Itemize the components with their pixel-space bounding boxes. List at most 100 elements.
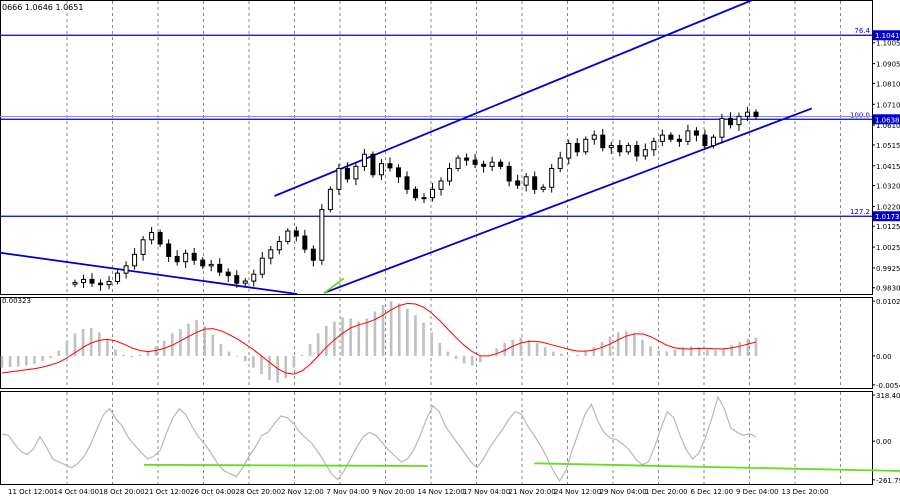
- macd-bar: [0, 355, 4, 368]
- candle-body: [302, 235, 308, 250]
- candle-body: [744, 111, 750, 117]
- macd-bar: [333, 321, 336, 356]
- candle-body: [183, 252, 189, 263]
- macd-bar: [203, 325, 206, 356]
- candle-body: [710, 136, 716, 147]
- x-tick-label: 18 Oct 20:00: [99, 488, 145, 496]
- macd-bar: [754, 337, 758, 356]
- macd-bar: [714, 350, 717, 356]
- price-tick-label: 1.0220: [876, 203, 900, 211]
- macd-bar: [697, 347, 701, 356]
- macd-bar: [97, 332, 101, 356]
- price-tag-label: 1.1041: [875, 32, 900, 40]
- candle-body: [344, 167, 350, 180]
- price-tick-label: 0.9925: [876, 265, 900, 273]
- price-tag: [873, 30, 900, 41]
- candle-body: [753, 111, 759, 118]
- candle-body: [515, 180, 521, 186]
- candle-body: [319, 209, 325, 261]
- price-tick-label: 1.0125: [876, 223, 900, 231]
- macd-bar: [357, 321, 361, 356]
- macd-bar: [568, 355, 571, 357]
- price-pane[interactable]: 1.1005 1.0905 1.0810 1.0710 1.0610 1.0515 1.04…: [0, 0, 900, 295]
- macd-bar: [154, 346, 158, 356]
- candle-body: [498, 161, 504, 167]
- candle-body: [387, 163, 393, 169]
- macd-bar: [179, 329, 182, 356]
- macd-bar: [495, 348, 498, 356]
- macd-bar: [535, 343, 539, 356]
- candle-body: [98, 282, 104, 286]
- macd-bar: [122, 354, 125, 356]
- macd-bar: [681, 347, 685, 356]
- candle-body: [140, 239, 146, 255]
- candle-body: [395, 167, 401, 178]
- candle-body: [455, 157, 461, 169]
- trend-channel-upper[interactable]: [274, 0, 753, 197]
- x-tick-label: 14 Oct 04:00: [54, 488, 100, 496]
- candle-body: [608, 145, 614, 149]
- candle-body: [166, 243, 172, 257]
- macd-bar: [438, 343, 442, 356]
- candle-body: [191, 252, 197, 261]
- candle-body: [685, 130, 691, 142]
- candle-body: [149, 231, 155, 241]
- macd-bar: [235, 355, 239, 357]
- macd-bar: [252, 355, 255, 368]
- price-tick-label: 1.0320: [876, 183, 900, 191]
- x-tick-label: 14 Nov 12:00: [418, 488, 465, 496]
- divergence-line-oscillator: [143, 463, 428, 467]
- macd-bar: [25, 355, 28, 366]
- macd-bar: [633, 334, 636, 356]
- candle-body: [404, 176, 410, 190]
- macd-bar: [341, 317, 344, 356]
- candle-body: [557, 157, 563, 169]
- x-tick-label: 21 Oct 12:00: [145, 488, 191, 496]
- price-tick-label: 1.1005: [876, 40, 900, 48]
- divergence-line-oscillator: [534, 462, 900, 472]
- macd-bar: [462, 355, 466, 364]
- macd-bar: [479, 355, 482, 363]
- macd-bar: [243, 355, 247, 362]
- candle-body: [174, 255, 180, 263]
- x-tick-label: 9 Nov 20:00: [372, 488, 415, 496]
- macd-pane[interactable]: 0.01024 0.00 -0.0054: [0, 297, 900, 390]
- candle-body: [464, 157, 470, 161]
- macd-bar: [365, 318, 369, 356]
- macd-tick-label: 0.01024: [876, 298, 900, 306]
- price-tick-label: 1.0610: [876, 122, 900, 130]
- macd-bar: [552, 351, 555, 356]
- candle-body: [506, 165, 512, 182]
- macd-bar: [292, 355, 296, 368]
- price-tag: [873, 211, 900, 222]
- x-tick-label: 13 Dec 20:00: [782, 488, 829, 496]
- candle-body: [489, 161, 495, 167]
- candle-body: [200, 259, 206, 267]
- macd-bar: [397, 303, 401, 356]
- candle-body: [285, 230, 291, 242]
- macd-bar: [106, 339, 109, 356]
- candle-body: [702, 134, 708, 147]
- x-tick-label: 6 Dec 12:00: [691, 488, 734, 496]
- oscillator-pane[interactable]: 318.4079 0.00 -261.798: [0, 391, 900, 485]
- macd-bar: [503, 343, 506, 356]
- macd-bar: [195, 320, 198, 356]
- candle-body: [123, 265, 129, 274]
- x-tick-label: 28 Oct 20:00: [236, 488, 282, 496]
- macd-bar: [657, 350, 661, 356]
- candle-body: [727, 117, 733, 126]
- candle-body: [293, 230, 299, 237]
- candle-body: [617, 145, 623, 153]
- macd-bar: [260, 355, 263, 375]
- price-tag-label: 1.0173: [875, 213, 900, 221]
- candle-body: [361, 153, 367, 167]
- candle-body: [413, 188, 418, 199]
- macd-bar: [430, 332, 433, 356]
- candle-body: [693, 130, 699, 136]
- macd-bar: [665, 351, 669, 356]
- trend-channel-lower[interactable]: [323, 107, 813, 294]
- price-tick-label: 1.0415: [876, 163, 900, 171]
- macd-bar: [300, 354, 304, 356]
- trend-channel-old-down[interactable]: [0, 251, 298, 295]
- candle-body: [736, 115, 742, 126]
